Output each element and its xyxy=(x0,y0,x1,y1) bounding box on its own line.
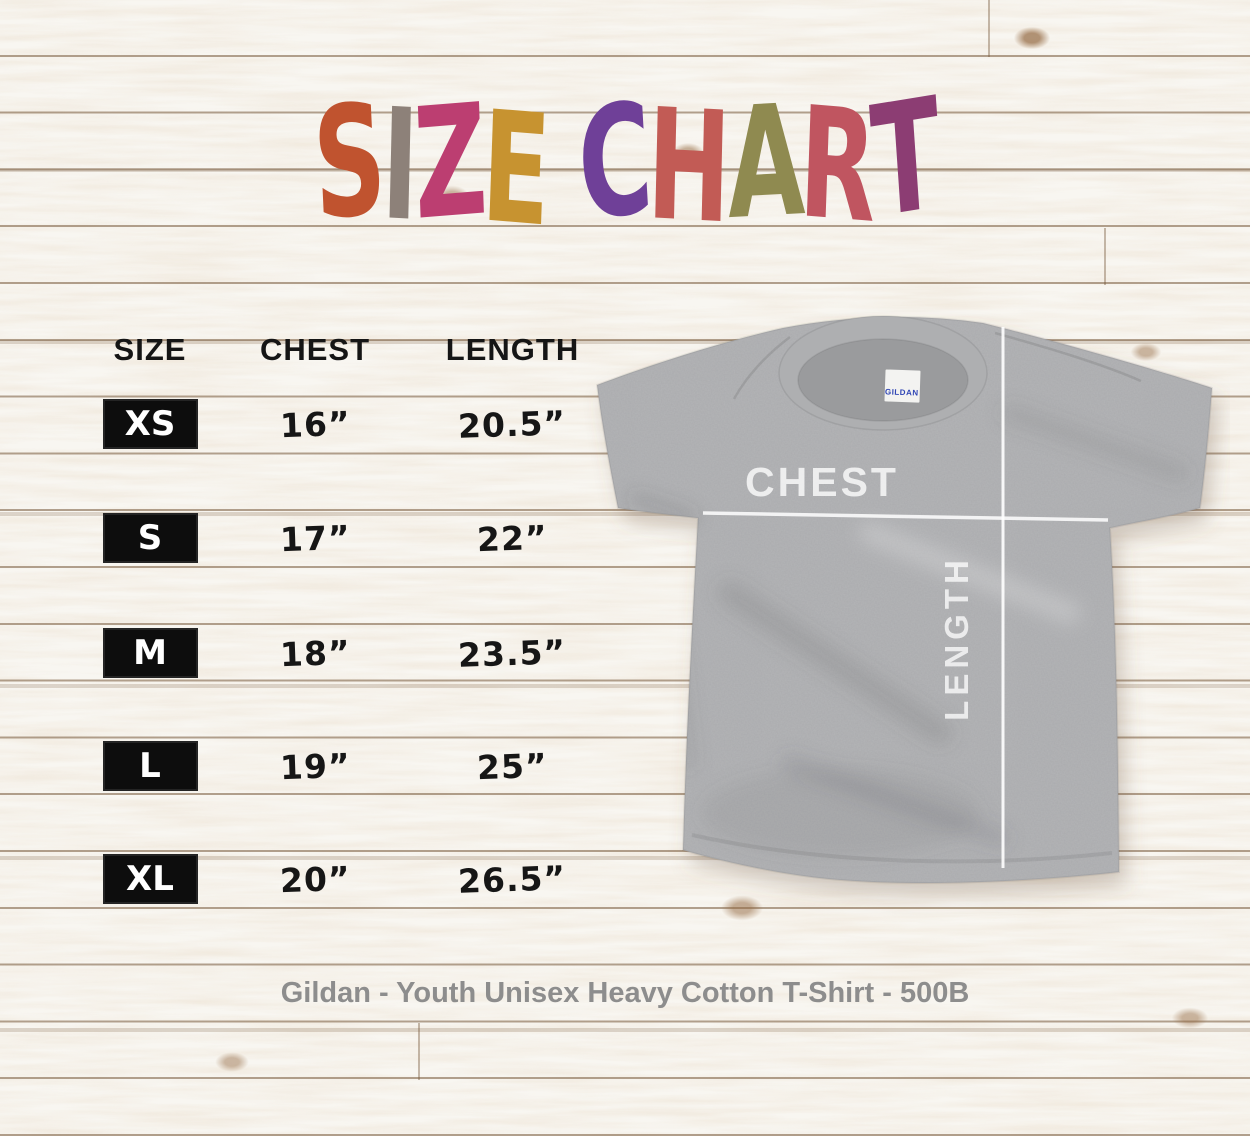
tshirt-collar xyxy=(778,315,988,431)
length-value: 22” xyxy=(476,517,549,559)
table-header-row: SIZE CHEST LENGTH xyxy=(80,332,620,372)
chest-value: 20” xyxy=(279,858,351,900)
chest-label: CHEST xyxy=(745,459,899,505)
title-letter: A xyxy=(724,72,802,255)
table-row: M 18” 23.5” xyxy=(80,627,620,679)
chest-value: 18” xyxy=(279,632,351,674)
size-badge: XL xyxy=(102,854,198,904)
product-caption: Gildan - Youth Unisex Heavy Cotton T-Shi… xyxy=(280,977,970,1009)
plank-seam xyxy=(988,0,990,57)
table-header-length: LENGTH xyxy=(445,332,580,367)
neck-tag-text: GILDAN xyxy=(885,387,919,397)
table-header-size: SIZE xyxy=(113,332,187,367)
chest-measure-line xyxy=(702,511,1109,522)
title-letter: R xyxy=(796,73,876,258)
length-label: LENGTH xyxy=(938,555,975,721)
chest-value: 17” xyxy=(279,517,351,559)
table-header-chest: CHEST xyxy=(259,332,371,367)
title-letter: S xyxy=(309,70,386,256)
collar-opening xyxy=(798,339,968,421)
title-letter: H xyxy=(645,75,729,259)
size-badge: XS xyxy=(102,399,198,449)
title-letter: I xyxy=(379,75,417,256)
size-chart-title: SIZE CHART xyxy=(88,65,1163,261)
measurement-overlay: CHEST LENGTH xyxy=(702,327,1109,868)
chest-value: 16” xyxy=(279,403,351,445)
table-row: XL 20” 26.5” xyxy=(80,853,620,905)
table-row: L 19” 25” xyxy=(80,740,620,792)
table-row: S 17” 22” xyxy=(80,512,620,564)
length-value: 25” xyxy=(476,745,549,787)
plank-seam xyxy=(418,1023,420,1080)
title-letter: Z xyxy=(411,71,486,255)
plank-seam xyxy=(1104,228,1106,285)
size-badge: S xyxy=(102,513,198,563)
title-letter: T xyxy=(866,65,942,253)
title-letter: E xyxy=(479,78,549,262)
chest-value: 19” xyxy=(279,745,351,787)
stitch-seams xyxy=(691,331,1142,864)
size-badge: M xyxy=(102,628,198,678)
gildan-neck-tag: GILDAN xyxy=(884,369,921,403)
table-row: XS 16” 20.5” xyxy=(80,398,620,450)
title-letter: C xyxy=(573,69,653,257)
size-badge: L xyxy=(102,741,198,791)
tshirt-photo: GILDAN CHEST LENGTH xyxy=(595,315,1219,895)
